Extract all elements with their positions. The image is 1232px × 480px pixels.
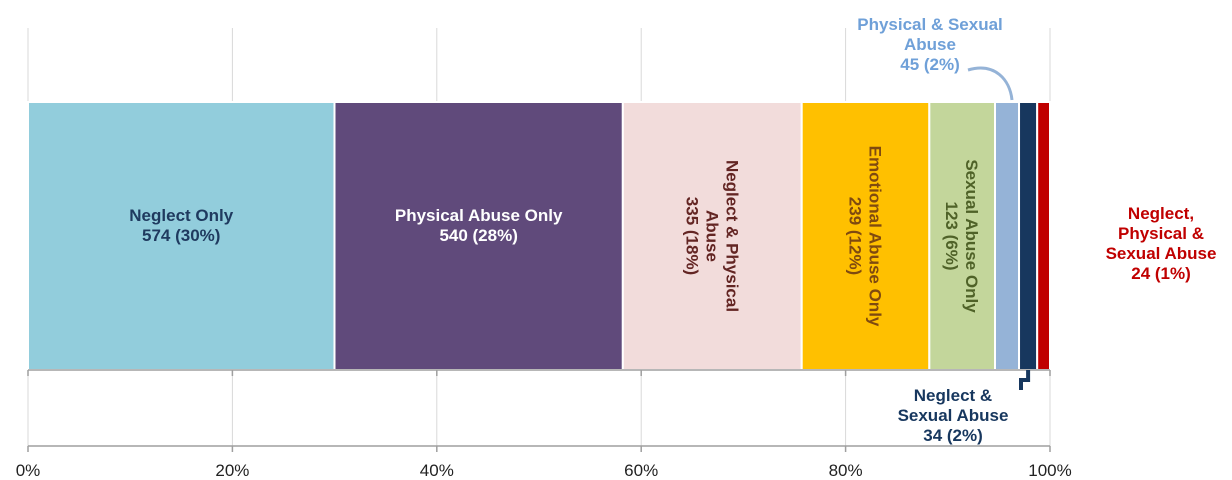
callout-line-neglect-sexual-abuse xyxy=(1019,370,1031,390)
bar-segment-neglect-sexual-abuse xyxy=(1018,101,1039,371)
segment-label-neglect-physical-abuse: Neglect & PhysicalAbuse335 (18%) xyxy=(682,160,741,312)
x-tick-label: 40% xyxy=(420,461,454,480)
x-tick-label: 60% xyxy=(624,461,658,480)
x-tick-label: 80% xyxy=(829,461,863,480)
segment-label-physical-sexual-abuse: Physical & Sexual Abuse 45 (2%) xyxy=(857,15,1003,74)
bar-segments xyxy=(27,101,1051,371)
segment-label-physical-abuse-only: Physical Abuse Only 540 (28%) xyxy=(395,206,563,245)
x-tick-label: 0% xyxy=(16,461,41,480)
segment-label-neglect-physical-sexual-abuse: Neglect, Physical & Sexual Abuse 24 (1%) xyxy=(1106,204,1217,283)
x-tick-label: 20% xyxy=(215,461,249,480)
segment-label-neglect-only: Neglect Only 574 (30%) xyxy=(129,206,233,245)
bar-segment-sexual-abuse-only xyxy=(928,101,997,371)
segment-label-neglect-sexual-abuse: Neglect & Sexual Abuse 34 (2%) xyxy=(898,386,1009,445)
bar-segment-neglect-physical-abuse xyxy=(621,101,803,371)
bar-segment-physical-sexual-abuse xyxy=(994,101,1021,371)
x-axis: 0% 20% 40% 60% 80% 100% xyxy=(16,369,1072,480)
callout-lines xyxy=(967,66,1031,390)
segment-labels: Neglect Only 574 (30%) Physical Abuse Only… xyxy=(129,15,1216,445)
segment-label-emotional-abuse-only: Emotional Abuse Only239 (12%) xyxy=(846,146,885,327)
callout-line-physical-sexual-abuse xyxy=(967,66,1014,101)
bar-segment-emotional-abuse-only xyxy=(800,101,931,371)
x-tick-label: 100% xyxy=(1028,461,1071,480)
segment-label-sexual-abuse-only: Sexual Abuse Only123 (6%) xyxy=(942,159,981,313)
bar-segment-neglect-physical-sexual-abuse xyxy=(1036,101,1051,371)
